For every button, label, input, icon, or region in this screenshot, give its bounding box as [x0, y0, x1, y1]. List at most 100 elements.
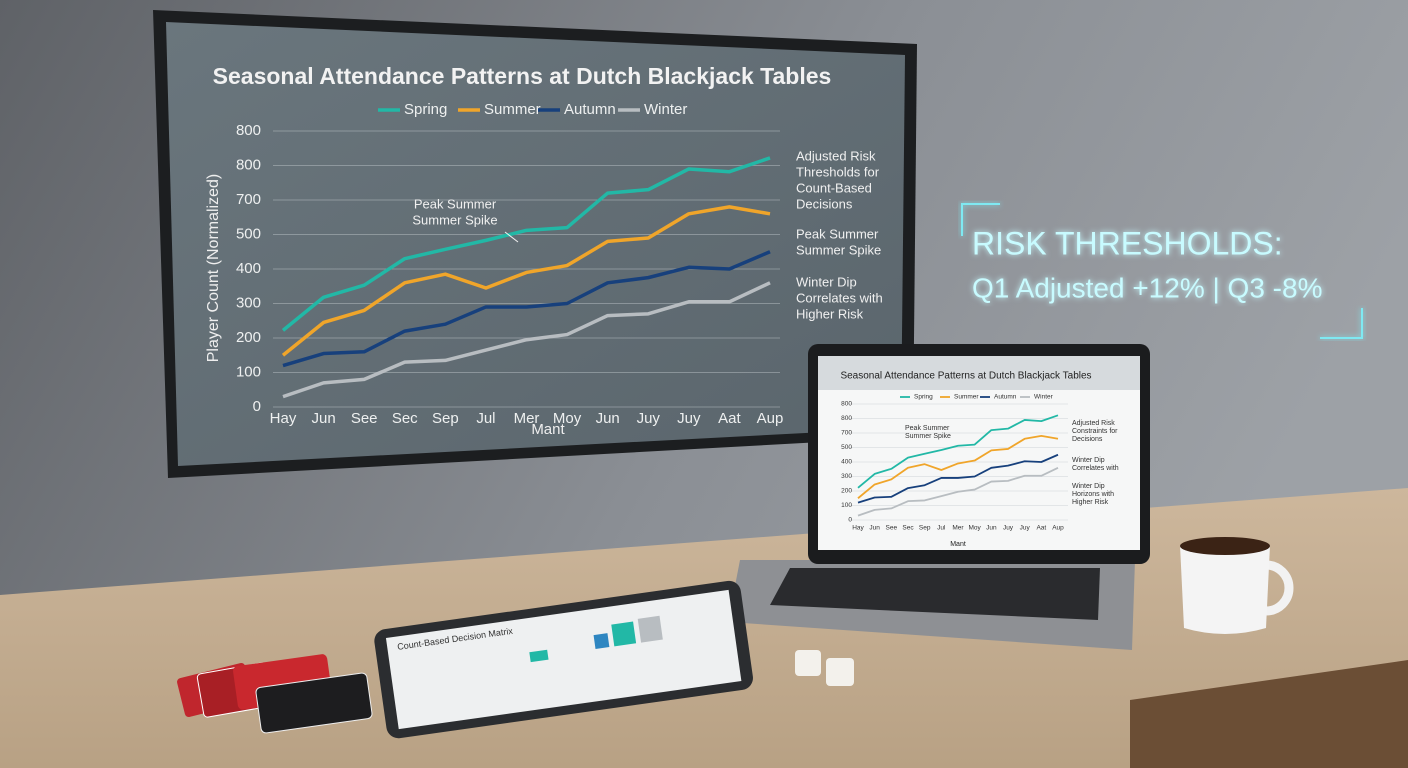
laptop-annotation: Higher Risk [1072, 499, 1109, 506]
annotation: Peak Summer [796, 226, 879, 241]
mug-handle [1265, 560, 1294, 616]
laptop-chart: Seasonal Attendance Patterns at Dutch Bl… [840, 371, 1118, 548]
laptop-annotation: Correlates with [1072, 465, 1119, 472]
x-tick-label: Juy [1003, 525, 1014, 532]
y-tick-label: 800 [236, 122, 261, 139]
series-line [282, 250, 771, 368]
annotation: Count-Based [796, 180, 872, 195]
x-tick-label: Aat [718, 410, 741, 427]
overlay: RISK THRESHOLDS: Q1 Adjusted +12% | Q3 -… [961, 203, 1363, 339]
y-tick-label: 0 [253, 398, 261, 415]
overlay-text: Q1 Adjusted +12% | Q3 -8% [972, 272, 1322, 303]
annotation: Decisions [796, 196, 853, 211]
series-line [281, 205, 771, 357]
y-tick-label: 800 [236, 156, 261, 173]
annotation: Adjusted Risk [796, 148, 876, 163]
mug-body [1180, 545, 1270, 634]
series-line [857, 414, 1059, 489]
y-tick-label: 200 [236, 329, 261, 346]
y-tick-label: 700 [841, 430, 852, 437]
desk-edge [1130, 660, 1408, 768]
y-tick-label: 500 [841, 444, 852, 451]
y-tick-label: 400 [236, 260, 261, 277]
overlay-corner [1320, 308, 1363, 339]
x-tick-label: Aat [1036, 525, 1046, 532]
legend-label: Autumn [994, 394, 1017, 401]
laptop-annotation: Winter Dip [1072, 457, 1105, 464]
x-tick-label: Juy [1020, 525, 1031, 532]
chart-title: Seasonal Attendance Patterns at Dutch Bl… [213, 63, 832, 89]
laptop-annotation: Horizons with [1072, 491, 1114, 498]
y-axis-label: Player Count (Normalized) [205, 174, 222, 363]
annotation: Summer Spike [796, 242, 881, 257]
overlay-corner [961, 203, 1000, 236]
x-axis-label: Mant [531, 421, 565, 438]
tablet-block [593, 633, 610, 649]
coffee [1180, 537, 1270, 555]
cards [177, 654, 373, 734]
annotation: Winter Dip [796, 274, 857, 289]
x-tick-label: See [886, 525, 898, 532]
series-line [857, 434, 1059, 499]
x-tick-label: See [351, 410, 378, 427]
mug [1180, 537, 1294, 634]
laptop-annotation: Adjusted Risk [1072, 420, 1115, 427]
x-tick-label: Jun [869, 525, 880, 532]
x-tick-label: Moy [969, 525, 982, 532]
x-tick-label: Hay [270, 410, 297, 427]
annotation: Peak Summer [414, 196, 497, 211]
overlay-text: RISK THRESHOLDS: [972, 225, 1283, 261]
card [255, 672, 373, 734]
laptop-x-label: Mant [950, 541, 966, 548]
x-tick-label: Aup [757, 410, 784, 427]
y-tick-label: 500 [236, 225, 261, 242]
series-line [282, 281, 771, 399]
x-tick-label: Hay [852, 525, 864, 532]
x-tick-label: Jun [596, 410, 620, 427]
y-tick-label: 300 [841, 473, 852, 480]
y-tick-label: 200 [841, 488, 852, 495]
tablet-block [637, 615, 663, 643]
laptop-annotation: Peak Summer [905, 425, 950, 432]
laptop-header [818, 356, 1140, 390]
legend-label: Winter [1034, 394, 1054, 401]
x-tick-label: Mer [952, 525, 964, 532]
y-tick-label: 0 [848, 517, 852, 524]
legend-label: Spring [404, 101, 447, 118]
x-tick-label: Juy [677, 410, 701, 427]
laptop-annotation: Constraints for [1072, 428, 1118, 435]
x-tick-label: Sep [919, 525, 931, 532]
die [795, 650, 821, 676]
series-line [857, 466, 1059, 517]
x-tick-label: Jun [311, 410, 335, 427]
die [826, 658, 854, 686]
y-tick-label: 700 [236, 191, 261, 208]
y-tick-label: 800 [841, 415, 852, 422]
annotation: Correlates with [796, 290, 883, 305]
x-tick-label: Jul [476, 410, 495, 427]
x-tick-label: Aup [1052, 525, 1064, 532]
legend-label: Summer [484, 101, 541, 118]
legend-label: Winter [644, 101, 687, 118]
x-tick-label: Mer [514, 410, 540, 427]
laptop-annotation: Decisions [1072, 436, 1103, 443]
annotation: Thresholds for [796, 164, 880, 179]
laptop-annotation: Summer Spike [905, 433, 951, 440]
y-tick-label: 100 [236, 363, 261, 380]
laptop-keyboard [770, 568, 1100, 620]
x-tick-label: Jun [986, 525, 997, 532]
y-tick-label: 300 [236, 294, 261, 311]
tablet-block [529, 649, 549, 663]
x-tick-label: Sec [902, 525, 914, 532]
x-tick-label: Juy [637, 410, 661, 427]
legend-label: Spring [914, 394, 933, 401]
tablet: Count-Based Decision Matrix [374, 580, 753, 739]
annotation: Summer Spike [412, 212, 497, 227]
x-tick-label: Sep [432, 410, 459, 427]
laptop-annotation: Winter Dip [1072, 483, 1105, 490]
y-tick-label: 800 [841, 401, 852, 408]
series-line [281, 156, 771, 332]
annotation: Higher Risk [796, 306, 864, 321]
x-tick-label: Sec [392, 410, 418, 427]
